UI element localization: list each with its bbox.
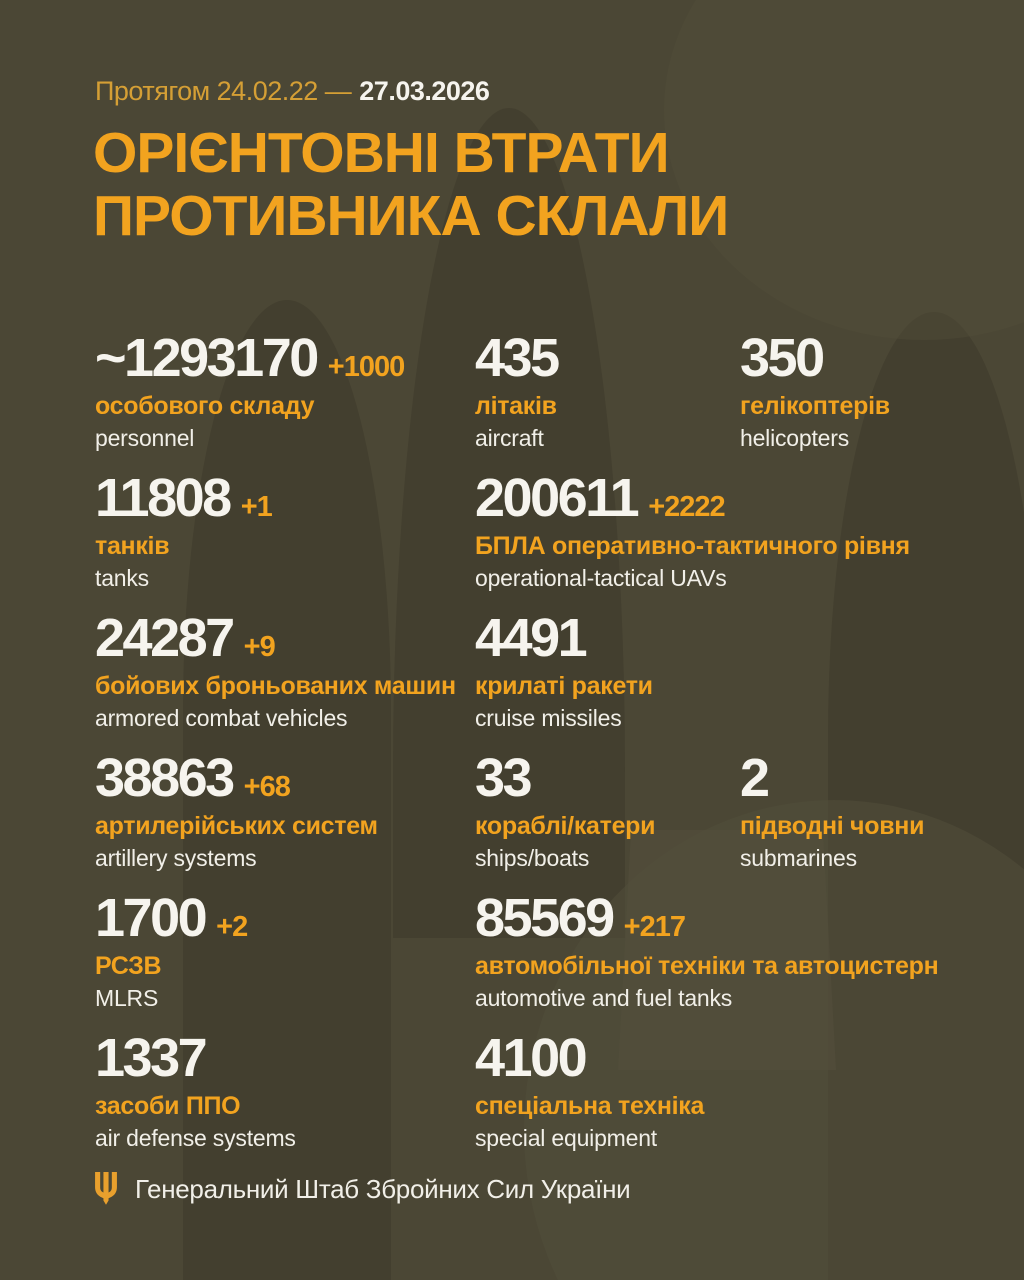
stat-delta: +2222 <box>648 491 725 523</box>
stat-value: 38863 <box>95 748 235 808</box>
stat-label-en: cruise missiles <box>475 705 622 731</box>
stat-value: 2 <box>740 748 770 808</box>
stat-value: 85569 <box>475 888 615 948</box>
stat-label-en: artillery systems <box>95 845 257 871</box>
stat-value: 4100 <box>475 1028 588 1088</box>
stat-value: 24287 <box>95 608 235 668</box>
stat-value: ~1293170 <box>95 328 319 388</box>
stat-helicopters: 350 гелікоптерів helicopters <box>740 330 890 452</box>
stat-label-en: tanks <box>95 565 149 591</box>
stat-cruise-missiles: 4491 крилаті ракети cruise missiles <box>475 610 653 732</box>
stat-label-en: air defense systems <box>95 1125 296 1151</box>
stat-label-en: personnel <box>95 425 195 451</box>
stat-value: 200611 <box>475 468 640 528</box>
stat-label-uk: особового складу <box>95 392 315 420</box>
stat-delta: +217 <box>623 911 686 943</box>
stat-label-en: submarines <box>740 845 857 871</box>
stat-special-equipment: 4100 спеціальна техніка special equipmen… <box>475 1030 704 1152</box>
stat-label-uk: літаків <box>475 392 557 420</box>
stat-label-en: special equipment <box>475 1125 657 1151</box>
stat-label-en: automotive and fuel tanks <box>475 985 733 1011</box>
stat-value: 1700 <box>95 888 208 948</box>
stat-delta: +9 <box>243 631 276 663</box>
title-line-2: ПРОТИВНИКА СКЛАЛИ <box>93 184 729 248</box>
source-organization: Генеральний Штаб Збройних Сил України <box>135 1173 631 1204</box>
stat-label-uk: підводні човни <box>740 812 925 840</box>
stat-personnel: ~1293170 +1000 особового складу personnel <box>95 328 405 452</box>
stat-value: 33 <box>475 748 533 808</box>
stat-label-en: MLRS <box>95 985 159 1011</box>
title-line-1: ОРІЄНТОВНІ ВТРАТИ <box>93 121 670 185</box>
stat-label-uk: кораблі/катери <box>475 812 656 840</box>
stat-value: 4491 <box>475 608 588 668</box>
stat-ships: 33 кораблі/катери ships/boats <box>475 748 656 872</box>
stat-tanks: 11808 +1 танків tanks <box>95 468 273 592</box>
stat-delta: +2 <box>216 911 248 943</box>
stat-label-en: aircraft <box>475 425 544 451</box>
stat-label-uk: засоби ППО <box>95 1092 241 1120</box>
trident-icon <box>95 1172 117 1205</box>
stat-label-en: ships/boats <box>475 845 590 871</box>
stat-armored-vehicles: 24287 +9 бойових броньованих машин armore… <box>95 610 456 732</box>
stat-label-uk: спеціальна техніка <box>475 1092 705 1120</box>
stat-label-uk: бойових броньованих машин <box>95 672 456 700</box>
footer: Генеральний Штаб Збройних Сил України <box>93 1172 631 1206</box>
stat-value: 435 <box>475 328 560 388</box>
stat-label-uk: артилерійських систем <box>95 812 378 840</box>
background-shell-left <box>183 300 391 1280</box>
stat-automotive: 85569 +217 автомобільної техніки та автоц… <box>475 888 939 1012</box>
stat-label-uk: крилаті ракети <box>475 672 653 700</box>
stat-delta: +68 <box>243 771 291 803</box>
stat-mlrs: 1700 +2 РСЗВ MLRS <box>95 888 248 1012</box>
stat-value: 1337 <box>95 1028 208 1088</box>
stat-artillery: 38863 +68 артилерійських систем artillery… <box>95 750 378 872</box>
period-end-date: 27.03.2026 <box>359 76 490 106</box>
stat-delta: +1 <box>240 491 273 523</box>
stat-delta: +1000 <box>327 351 405 383</box>
stat-label-uk: танків <box>95 532 170 560</box>
stat-label-uk: БПЛА оперативно-тактичного рівня <box>475 532 910 560</box>
reporting-period: Протягом 24.02.22 —27.03.2026 <box>95 76 490 107</box>
page-title: ОРІЄНТОВНІ ВТРАТИ ПРОТИВНИКА СКЛАЛИ <box>93 121 729 248</box>
period-prefix: Протягом 24.02.22 — <box>95 76 352 106</box>
stat-uavs: 200611 +2222 БПЛА оперативно-тактичного р… <box>475 470 910 592</box>
stat-label-en: armored combat vehicles <box>95 705 348 731</box>
stat-air-defense: 1337 засоби ППО air defense systems <box>95 1030 296 1152</box>
stat-value: 11808 <box>95 468 232 528</box>
stat-label-en: helicopters <box>740 425 850 451</box>
stat-label-uk: автомобільної техніки та автоцистерн <box>475 952 939 980</box>
stat-label-uk: гелікоптерів <box>740 392 890 420</box>
stat-label-en: operational-tactical UAVs <box>475 565 727 591</box>
stat-label-uk: РСЗВ <box>95 952 162 980</box>
background-shell-base-highlight <box>618 830 836 1070</box>
stat-aircraft: 435 літаків aircraft <box>475 330 569 452</box>
stat-submarines: 2 підводні човни submarines <box>740 750 924 872</box>
stat-value: 350 <box>740 328 825 388</box>
